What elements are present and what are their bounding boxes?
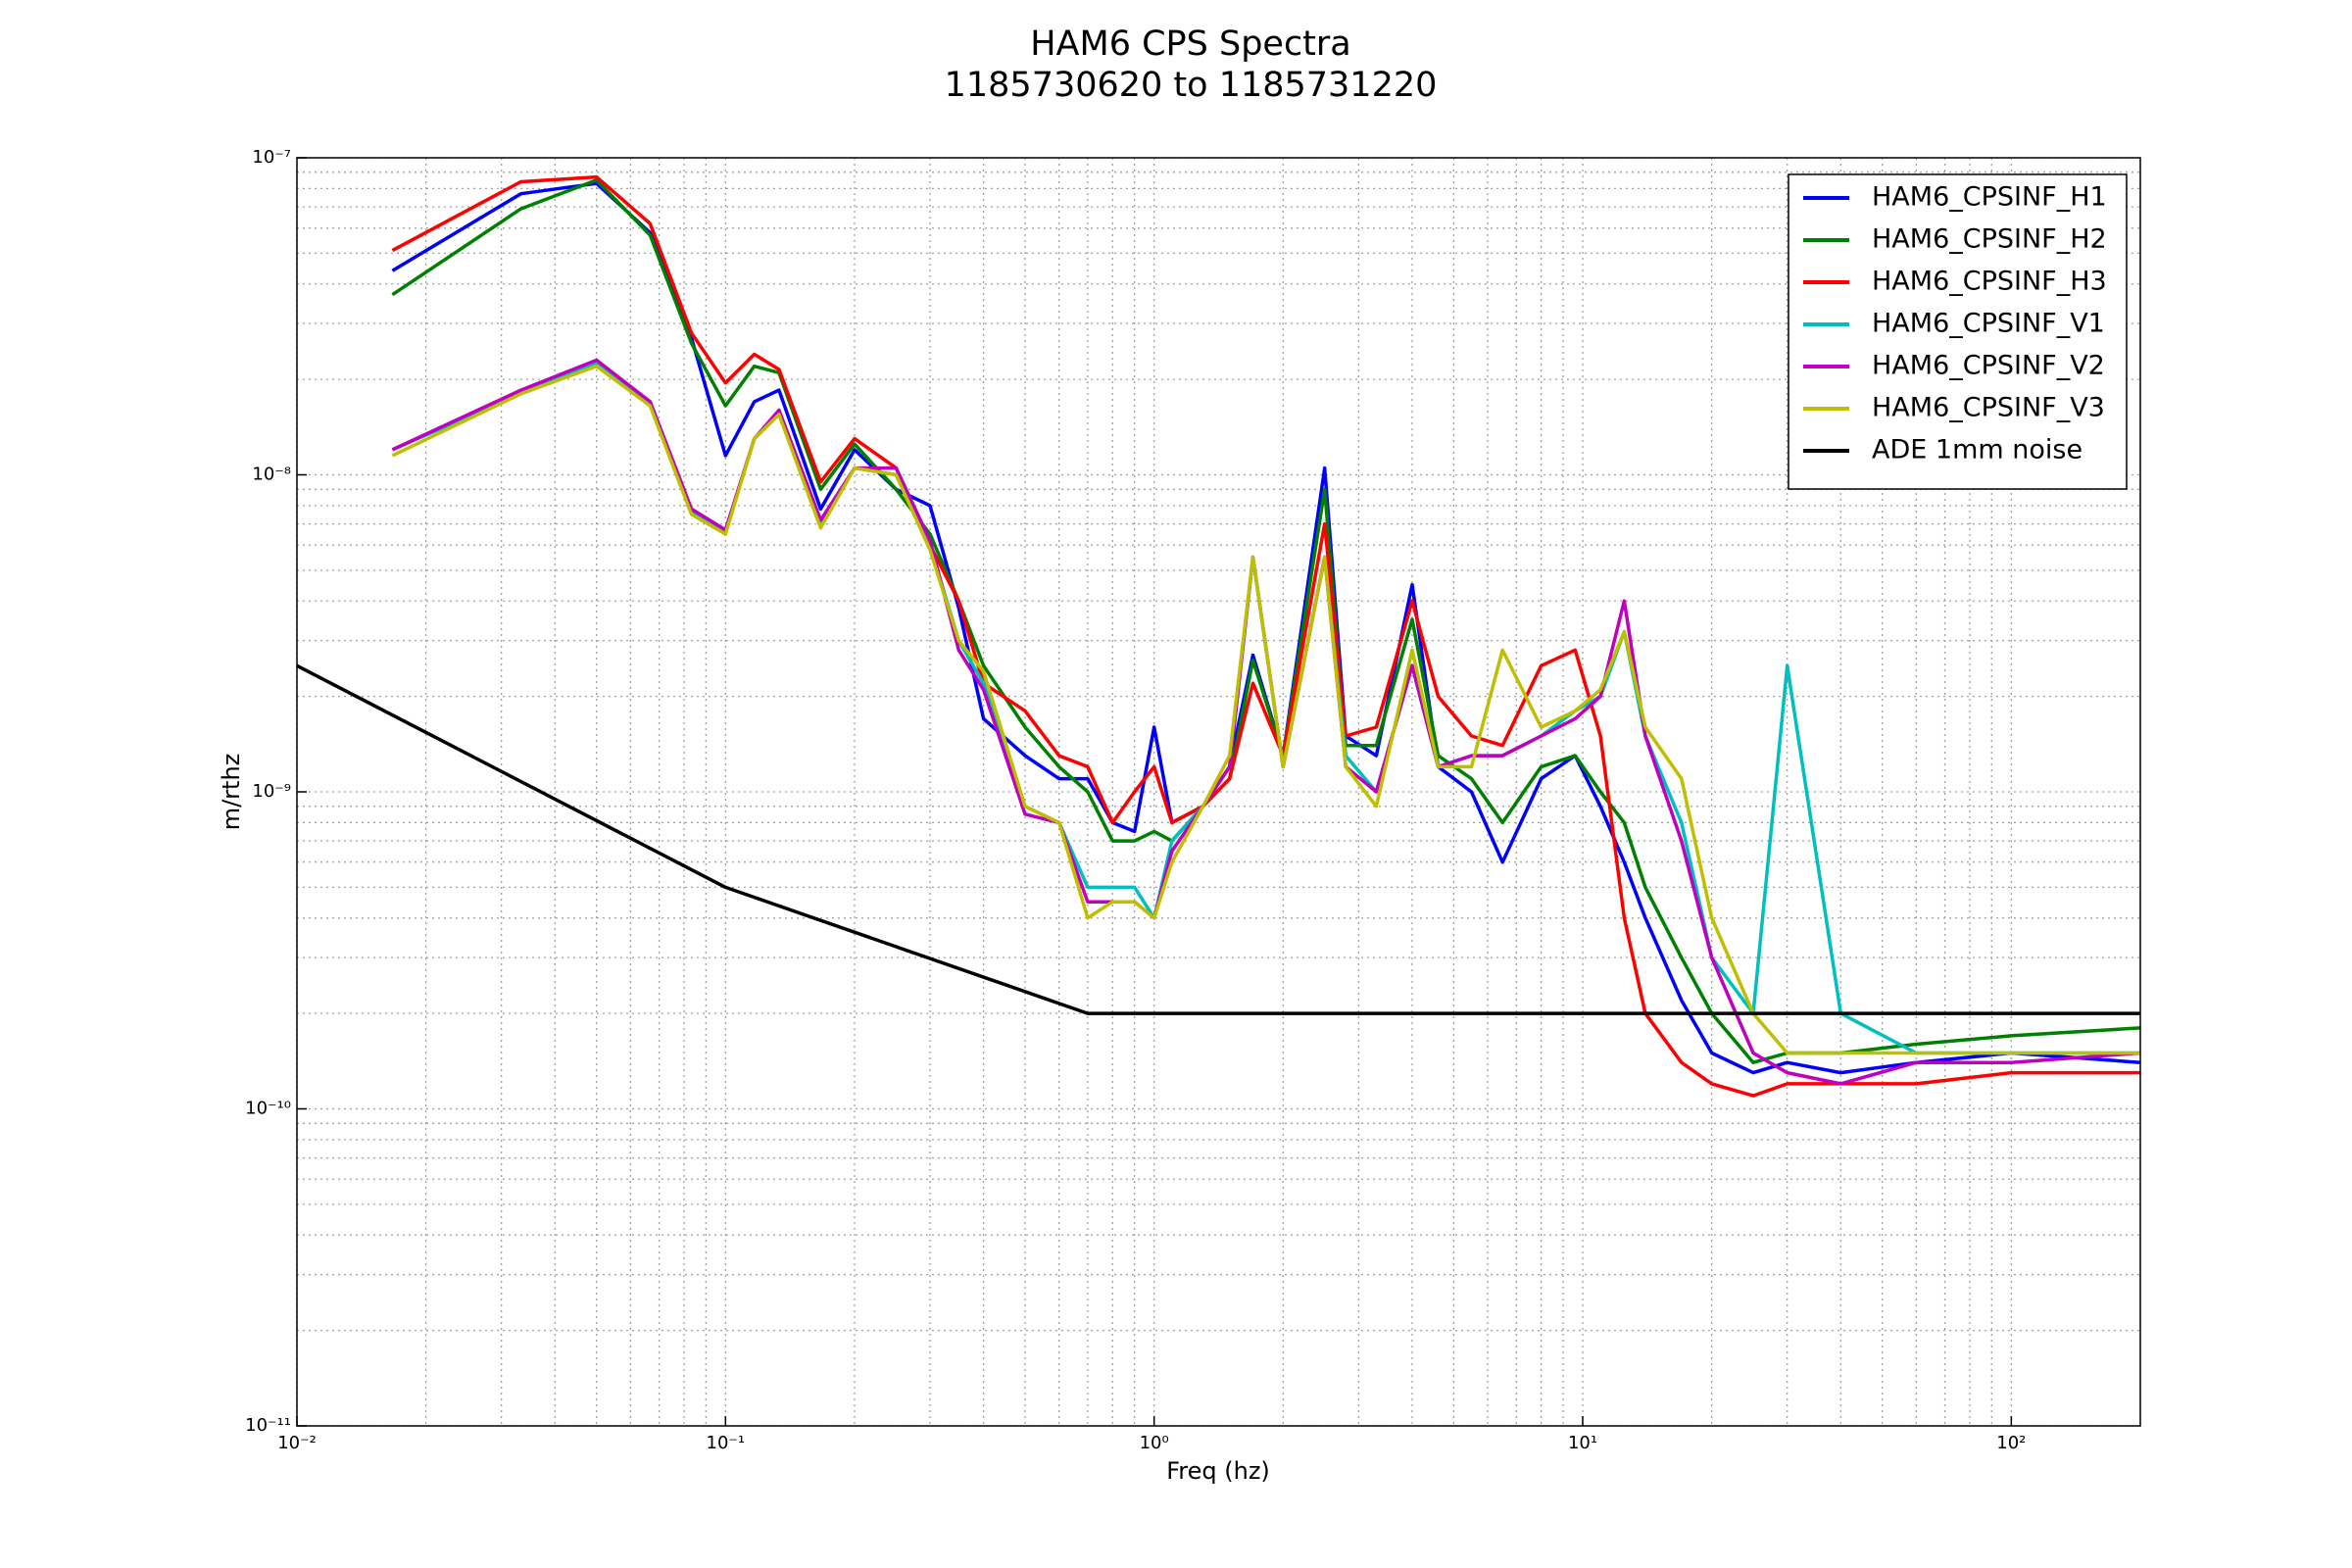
series-line [391, 358, 2140, 1086]
series-line [297, 663, 2140, 1015]
legend-label: HAM6_CPSINF_H3 [1872, 267, 2107, 297]
x-tick-label: 10² [1996, 1433, 2026, 1453]
legend-box [1788, 173, 2128, 490]
y-tick-label: 10⁻⁹ [252, 781, 291, 802]
y-tick-label: 10⁻¹⁰ [245, 1099, 291, 1119]
legend-label: HAM6_CPSINF_H1 [1872, 182, 2107, 213]
series-line [391, 364, 2140, 1055]
series-line [391, 174, 2140, 1098]
legend-label: ADE 1mm noise [1872, 435, 2082, 466]
x-tick-label: 10¹ [1568, 1433, 1597, 1453]
x-tick-label: 10⁰ [1140, 1433, 1169, 1453]
chart-subtitle: 1185730620 to 1185731220 [945, 66, 1438, 105]
chart-title: HAM6 CPS Spectra [1030, 24, 1351, 64]
x-tick-label: 10⁻¹ [707, 1433, 746, 1453]
y-tick-label: 10⁻¹¹ [245, 1415, 291, 1436]
legend-label: HAM6_CPSINF_V2 [1872, 351, 2105, 381]
legend-label: HAM6_CPSINF_V3 [1872, 393, 2105, 423]
y-axis-label: m/rthz [218, 754, 245, 831]
legend-label: HAM6_CPSINF_H2 [1872, 224, 2107, 255]
plot-frame [296, 157, 2141, 1427]
x-axis-label: Freq (hz) [1166, 1457, 1270, 1485]
legend-label: HAM6_CPSINF_V1 [1872, 309, 2105, 339]
x-tick-label: 10⁻² [277, 1433, 317, 1453]
y-tick-label: 10⁻⁷ [252, 147, 291, 168]
y-tick-label: 10⁻⁸ [252, 465, 291, 485]
